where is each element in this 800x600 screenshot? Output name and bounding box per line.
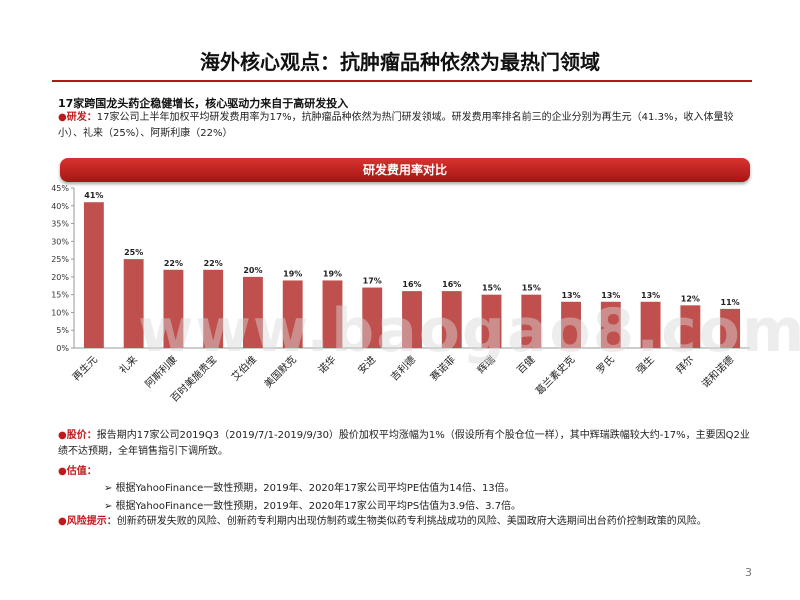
bullet-dot-icon: ●	[58, 430, 67, 441]
bar	[720, 308, 741, 348]
category-label: 再生元	[70, 353, 100, 383]
page-number: 3	[745, 566, 752, 579]
valuation-bullet-text: 根据YahooFinance一致性预期，2019年、2020年17家公司平均PE…	[115, 483, 515, 494]
data-label: 12%	[681, 294, 700, 303]
data-label: 19%	[323, 269, 342, 278]
rnd-ratio-bar-chart: 0% 5% 10% 15% 20% 25% 30% 35% 40% 45% 41% 再生元 25% 礼来 2…	[51, 184, 750, 405]
y-tick-label: 5%	[56, 326, 69, 335]
y-tick-label: 10%	[51, 308, 69, 317]
bar	[521, 294, 542, 348]
bar	[322, 280, 343, 348]
data-label: 16%	[402, 280, 421, 289]
data-label: 17%	[363, 277, 382, 286]
bar	[282, 280, 303, 348]
data-label: 13%	[561, 291, 580, 300]
bullet-dot-icon: ●	[58, 112, 67, 123]
y-tick-label: 35%	[51, 220, 69, 229]
data-label: 41%	[84, 191, 103, 200]
data-label: 11%	[721, 298, 740, 307]
data-label: 16%	[442, 280, 461, 289]
risk-paragraph: ●风险提示：创新药研发失败的风险、创新药专利期内出现仿制药或生物类似药专利挑战成…	[58, 514, 758, 530]
data-label: 25%	[124, 248, 143, 257]
valuation-heading: ●估值：	[58, 462, 97, 477]
risk-label: 风险提示：	[66, 516, 117, 527]
bullet-dot-icon: ●	[58, 466, 67, 477]
bar	[600, 301, 621, 348]
y-tick-label: 25%	[51, 255, 69, 264]
y-tick-label: 30%	[51, 237, 69, 246]
bar	[123, 259, 144, 348]
data-label: 20%	[243, 266, 262, 275]
data-label: 15%	[482, 284, 501, 293]
title-divider	[52, 80, 752, 82]
data-label: 13%	[601, 291, 620, 300]
y-tick-label: 15%	[51, 291, 69, 300]
slide-title: 海外核心观点：抗肿瘤品种依然为最热门领域	[200, 50, 600, 74]
subheading: 17家跨国龙头药企稳健增长，核心驱动力来自于高研发投入	[58, 97, 349, 110]
data-label: 13%	[641, 291, 660, 300]
bar	[163, 269, 184, 348]
bar	[561, 301, 581, 348]
price-paragraph: ●股价：报告期内17家公司2019Q3（2019/7/1-2019/9/30）股…	[58, 428, 758, 460]
bar	[243, 276, 263, 348]
price-label: 股价：	[66, 430, 97, 441]
chart-banner: 研发费用率对比	[60, 158, 750, 182]
bar	[402, 291, 422, 348]
category-label: 礼来	[116, 353, 139, 376]
bar	[83, 202, 104, 348]
bar	[362, 287, 383, 348]
y-tick-label: 40%	[51, 202, 69, 211]
data-label: 22%	[164, 259, 183, 268]
bullet-dot-icon: ●	[58, 516, 67, 527]
bar	[680, 305, 701, 348]
y-tick-label: 45%	[51, 184, 69, 193]
y-tick-label: 20%	[51, 273, 69, 282]
valuation-bullet: ➢ 根据YahooFinance一致性预期，2019年、2020年17家公司平均…	[104, 497, 521, 512]
watermark: www.baogao8.com	[138, 296, 800, 366]
risk-text: 创新药研发失败的风险、创新药专利期内出现仿制药或生物类似药专利挑战成功的风险、美…	[116, 516, 707, 527]
price-text: 报告期内17家公司2019Q3（2019/7/1-2019/9/30）股价加权平…	[58, 430, 750, 457]
arrow-bullet-icon: ➢	[104, 501, 116, 512]
valuation-bullet-text: 根据YahooFinance一致性预期，2019年、2020年17家公司平均PS…	[115, 501, 522, 512]
rnd-text: 17家公司上半年加权平均研发费用率为17%，抗肿瘤品种依然为热门研发领域。研发费…	[58, 112, 734, 139]
bar	[441, 291, 462, 348]
data-label: 19%	[283, 269, 302, 278]
valuation-bullet: ➢ 根据YahooFinance一致性预期，2019年、2020年17家公司平均…	[104, 479, 515, 494]
bar	[481, 294, 502, 348]
rnd-label: 研发：	[66, 112, 97, 123]
y-tick-label: 0%	[56, 344, 69, 353]
bar	[203, 269, 224, 348]
data-label: 15%	[522, 284, 541, 293]
valuation-label: 估值：	[66, 466, 97, 477]
arrow-bullet-icon: ➢	[104, 483, 116, 494]
rnd-paragraph: ●研发：17家公司上半年加权平均研发费用率为17%，抗肿瘤品种依然为热门研发领域…	[58, 110, 758, 142]
data-label: 22%	[204, 259, 223, 268]
bar	[640, 301, 661, 348]
